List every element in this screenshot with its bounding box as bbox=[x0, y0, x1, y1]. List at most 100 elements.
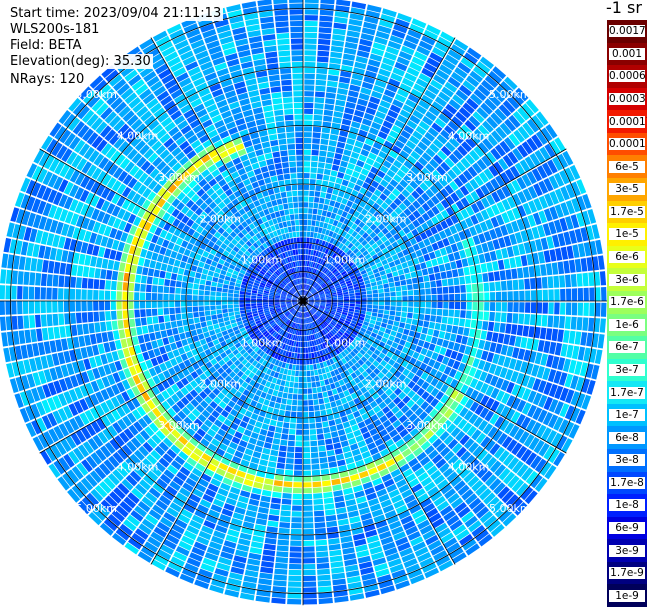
range-bin-cell bbox=[299, 278, 302, 284]
range-bin-cell bbox=[290, 534, 302, 541]
range-bin-cell bbox=[473, 128, 486, 141]
range-bin-cell bbox=[266, 57, 278, 64]
range-bin-cell bbox=[316, 215, 322, 221]
range-bin-cell bbox=[269, 80, 281, 87]
range-bin-cell bbox=[303, 225, 307, 231]
range-bin-cell bbox=[361, 294, 367, 298]
range-bin-cell bbox=[168, 257, 175, 266]
range-bin-cell bbox=[253, 282, 260, 287]
range-bin-cell bbox=[164, 315, 170, 322]
range-bin-cell bbox=[195, 272, 202, 279]
range-bin-cell bbox=[248, 357, 255, 364]
range-bin-cell bbox=[267, 63, 279, 70]
range-bin-cell bbox=[355, 56, 368, 64]
range-bin-cell bbox=[322, 285, 328, 290]
range-bin-cell bbox=[63, 237, 72, 250]
range-bin-cell bbox=[140, 284, 146, 292]
range-bin-cell bbox=[198, 333, 205, 340]
range-bin-cell bbox=[183, 461, 194, 472]
range-bin-cell bbox=[223, 452, 234, 461]
range-bin-cell bbox=[234, 359, 241, 367]
range-bin-cell bbox=[274, 346, 279, 353]
range-bin-cell bbox=[346, 282, 353, 287]
range-bin-cell bbox=[251, 137, 261, 145]
range-bin-cell bbox=[234, 235, 241, 242]
range-bin-cell bbox=[249, 341, 255, 348]
range-bin-cell bbox=[148, 487, 161, 499]
range-bin-cell bbox=[273, 3, 288, 10]
range-bin-cell bbox=[362, 224, 370, 232]
range-bin-cell bbox=[519, 159, 531, 173]
range-bin-cell bbox=[322, 180, 329, 187]
range-bin-cell bbox=[292, 328, 296, 335]
range-bin-cell bbox=[380, 125, 391, 135]
range-bin-cell bbox=[217, 367, 225, 375]
range-bin-cell bbox=[465, 194, 475, 205]
range-bin-cell bbox=[134, 227, 143, 238]
range-bin-cell bbox=[303, 517, 314, 523]
range-bin-cell bbox=[300, 290, 302, 296]
range-bin-cell bbox=[237, 224, 245, 232]
range-bin-cell bbox=[289, 358, 294, 364]
range-bin-cell bbox=[374, 79, 387, 88]
range-bin-cell bbox=[213, 396, 222, 405]
range-bin-cell bbox=[109, 227, 118, 239]
range-bin-cell bbox=[322, 267, 327, 273]
range-bin-cell bbox=[158, 315, 165, 323]
range-bin-cell bbox=[175, 492, 188, 503]
range-bin-cell bbox=[258, 342, 264, 348]
range-bin-cell bbox=[83, 146, 95, 160]
range-bin-cell bbox=[249, 263, 256, 269]
range-bin-cell bbox=[229, 572, 243, 581]
range-bin-cell bbox=[96, 210, 106, 223]
range-bin-cell bbox=[204, 301, 210, 306]
range-bin-cell bbox=[447, 120, 460, 132]
range-bin-cell bbox=[262, 298, 268, 301]
range-bin-cell bbox=[325, 269, 330, 275]
range-bin-cell bbox=[210, 504, 223, 513]
range-bin-cell bbox=[139, 292, 146, 300]
range-bin-cell bbox=[228, 166, 237, 174]
range-bin-cell bbox=[167, 184, 177, 194]
range-bin-cell bbox=[445, 217, 454, 227]
range-bin-cell bbox=[426, 199, 435, 209]
range-bin-cell bbox=[251, 251, 258, 258]
range-bin-cell bbox=[274, 303, 280, 306]
range-bin-cell bbox=[291, 184, 298, 191]
range-bin-cell bbox=[464, 119, 477, 132]
range-bin-cell bbox=[397, 135, 408, 144]
range-bin-cell bbox=[280, 228, 285, 235]
range-bin-cell bbox=[169, 314, 176, 322]
range-bin-cell bbox=[382, 120, 393, 129]
range-bin-cell bbox=[312, 262, 316, 268]
range-bin-cell bbox=[250, 41, 263, 49]
range-bin-cell bbox=[236, 263, 243, 269]
range-bin-cell bbox=[95, 257, 103, 268]
range-bin-cell bbox=[234, 342, 242, 349]
range-bin-cell bbox=[160, 117, 173, 128]
range-bin-cell bbox=[58, 301, 64, 313]
range-bin-cell bbox=[47, 189, 58, 203]
range-bin-cell bbox=[353, 283, 359, 288]
range-bin-cell bbox=[203, 387, 212, 396]
range-bin-cell bbox=[170, 61, 184, 73]
range-bin-cell bbox=[334, 201, 341, 209]
range-bin-cell bbox=[220, 482, 231, 491]
range-bin-cell bbox=[221, 387, 229, 396]
range-bin-cell bbox=[251, 295, 257, 299]
range-bin-cell bbox=[170, 444, 181, 455]
range-bin-cell bbox=[531, 168, 543, 182]
range-bin-cell bbox=[146, 388, 156, 399]
range-bin-cell bbox=[87, 94, 101, 108]
range-bin-cell bbox=[344, 225, 351, 233]
range-bin-cell bbox=[221, 214, 229, 222]
range-bin-cell bbox=[304, 32, 317, 39]
range-bin-cell bbox=[35, 314, 41, 328]
range-bin-cell bbox=[172, 349, 180, 357]
range-bin-cell bbox=[419, 295, 426, 301]
range-bin-cell bbox=[109, 133, 121, 146]
range-bin-cell bbox=[324, 217, 330, 224]
range-bin-cell bbox=[334, 183, 341, 190]
range-bin-cell bbox=[286, 319, 291, 325]
range-bin-cell bbox=[389, 228, 398, 236]
